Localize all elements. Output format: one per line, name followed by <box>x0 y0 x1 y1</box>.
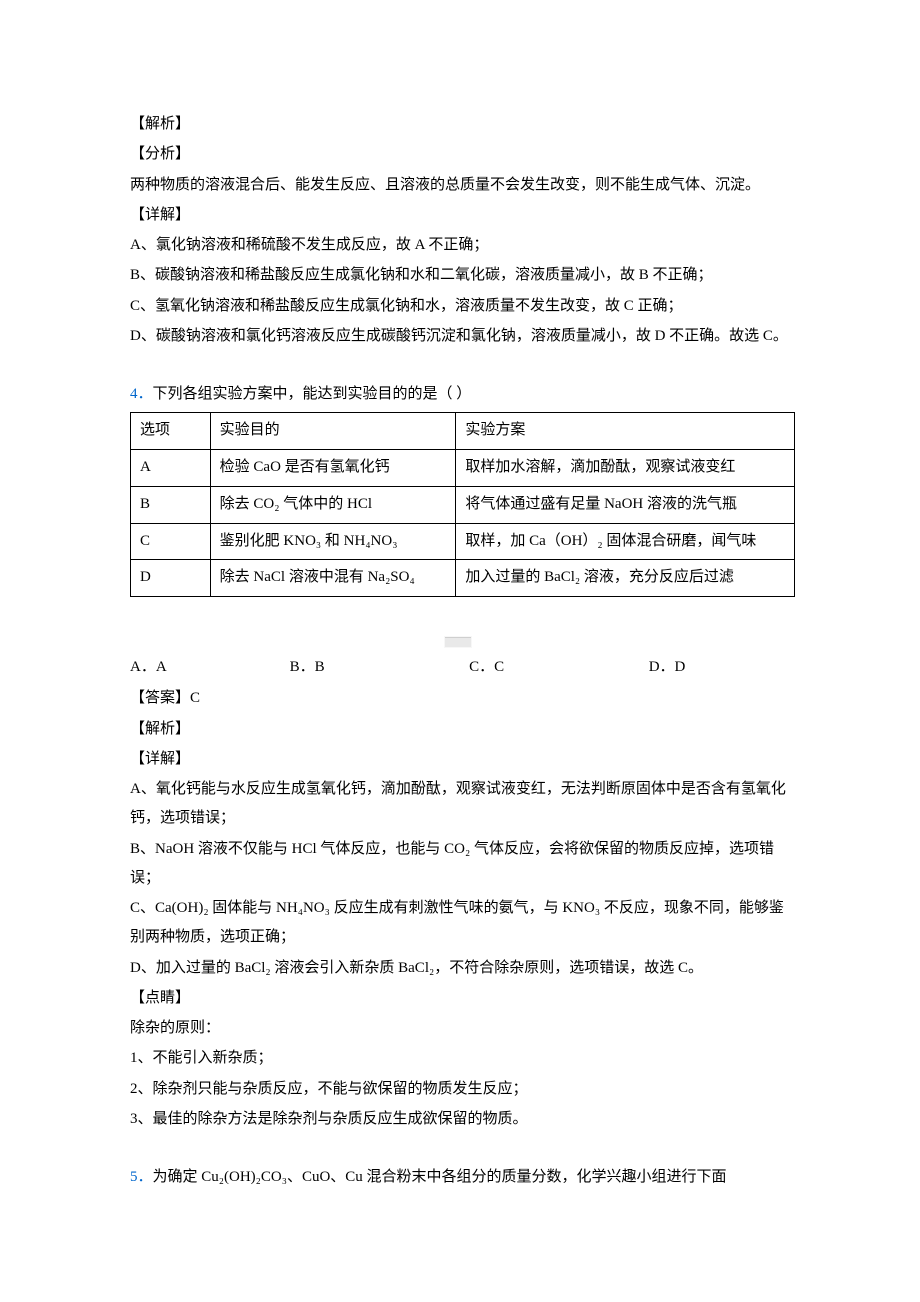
tip-1: 1、不能引入新杂质； <box>130 1044 795 1073</box>
analysis-label: 【解析】 <box>130 110 795 139</box>
tip-label: 【点睛】 <box>130 984 795 1013</box>
option-a-text: A、氯化钠溶液和稀硫酸不发生成反应，故 A 不正确； <box>130 231 795 260</box>
q4-number: 4． <box>130 386 153 402</box>
analysis-label: 【解析】 <box>130 715 795 744</box>
option-d-text: D、碳酸钠溶液和氯化钙溶液反应生成碳酸钙沉淀和氯化钠，溶液质量减小，故 D 不正… <box>130 322 795 351</box>
option-c-text: C、氢氧化钠溶液和稀盐酸反应生成氯化钠和水，溶液质量不发生改变，故 C 正确； <box>130 292 795 321</box>
detail-b: B、NaOH 溶液不仅能与 HCl 气体反应，也能与 CO₂ 气体反应，会将欲保… <box>130 835 795 894</box>
detail-label: 【详解】 <box>130 745 795 774</box>
detail-d: D、加入过量的 BaCl₂ 溶液会引入新杂质 BaCl₂，不符合除杂原则，选项错… <box>130 954 795 983</box>
detail-a: A、氧化钙能与水反应生成氢氧化钙，滴加酚酞，观察试液变红，无法判断原固体中是否含… <box>130 775 795 834</box>
tip-2: 2、除杂剂只能与杂质反应，不能与欲保留的物质发生反应； <box>130 1075 795 1104</box>
choice-a: A．A <box>130 653 290 682</box>
cell-purpose: 检验 CaO 是否有氢氧化钙 <box>210 450 456 487</box>
analysis-text: 两种物质的溶液混合后、能发生反应、且溶液的总质量不会发生改变，则不能生成气体、沉… <box>130 171 795 200</box>
cell-option: D <box>131 560 211 597</box>
table-row: C 鉴别化肥 KNO₃ 和 NH₄NO₃ 取样，加 Ca（OH）₂ 固体混合研磨… <box>131 523 795 560</box>
choice-c: C．C <box>469 653 649 682</box>
choice-d: D．D <box>649 653 795 682</box>
q4-stem: 4．下列各组实验方案中，能达到实验目的的是（ ） <box>130 380 795 409</box>
cell-option: C <box>131 523 211 560</box>
detail-label: 【详解】 <box>130 201 795 230</box>
cell-purpose: 鉴别化肥 KNO₃ 和 NH₄NO₃ <box>210 523 456 560</box>
tip-3: 3、最佳的除杂方法是除杂剂与杂质反应生成欲保留的物质。 <box>130 1105 795 1134</box>
q4-stem-text: 下列各组实验方案中，能达到实验目的的是（ ） <box>153 386 472 402</box>
table-row: B 除去 CO₂ 气体中的 HCl 将气体通过盛有足量 NaOH 溶液的洗气瓶 <box>131 486 795 523</box>
table-row: D 除去 NaCl 溶液中混有 Na₂SO₄ 加入过量的 BaCl₂ 溶液，充分… <box>131 560 795 597</box>
choice-row: A．A B．B C．C D．D <box>130 653 795 682</box>
th-purpose: 实验目的 <box>210 413 456 450</box>
cell-plan: 取样加水溶解，滴加酚酞，观察试液变红 <box>456 450 795 487</box>
th-plan: 实验方案 <box>456 413 795 450</box>
detail-c: C、Ca(OH)₂ 固体能与 NH₄NO₃ 反应生成有刺激性气味的氨气，与 KN… <box>130 894 795 953</box>
answer-label: 【答案】C <box>130 684 795 713</box>
cell-option: B <box>131 486 211 523</box>
q5-number: 5． <box>130 1169 153 1185</box>
option-b-text: B、碳酸钠溶液和稀盐酸反应生成氯化钠和水和二氧化碳，溶液质量减小，故 B 不正确… <box>130 261 795 290</box>
cell-purpose: 除去 NaCl 溶液中混有 Na₂SO₄ <box>210 560 456 597</box>
q5-stem-text: 为确定 Cu₂(OH)₂CO₃、CuO、Cu 混合粉末中各组分的质量分数，化学兴… <box>153 1169 727 1185</box>
watermark-icon <box>445 637 471 647</box>
cell-plan: 加入过量的 BaCl₂ 溶液，充分反应后过滤 <box>456 560 795 597</box>
analysis-sub-label: 【分析】 <box>130 140 795 169</box>
table-header-row: 选项 实验目的 实验方案 <box>131 413 795 450</box>
tip-intro: 除杂的原则： <box>130 1014 795 1043</box>
cell-option: A <box>131 450 211 487</box>
th-option: 选项 <box>131 413 211 450</box>
table-row: A 检验 CaO 是否有氢氧化钙 取样加水溶解，滴加酚酞，观察试液变红 <box>131 450 795 487</box>
q5-stem: 5．为确定 Cu₂(OH)₂CO₃、CuO、Cu 混合粉末中各组分的质量分数，化… <box>130 1163 795 1192</box>
choice-b: B．B <box>290 653 470 682</box>
cell-plan: 将气体通过盛有足量 NaOH 溶液的洗气瓶 <box>456 486 795 523</box>
cell-purpose: 除去 CO₂ 气体中的 HCl <box>210 486 456 523</box>
cell-plan: 取样，加 Ca（OH）₂ 固体混合研磨，闻气味 <box>456 523 795 560</box>
experiment-table: 选项 实验目的 实验方案 A 检验 CaO 是否有氢氧化钙 取样加水溶解，滴加酚… <box>130 412 795 597</box>
